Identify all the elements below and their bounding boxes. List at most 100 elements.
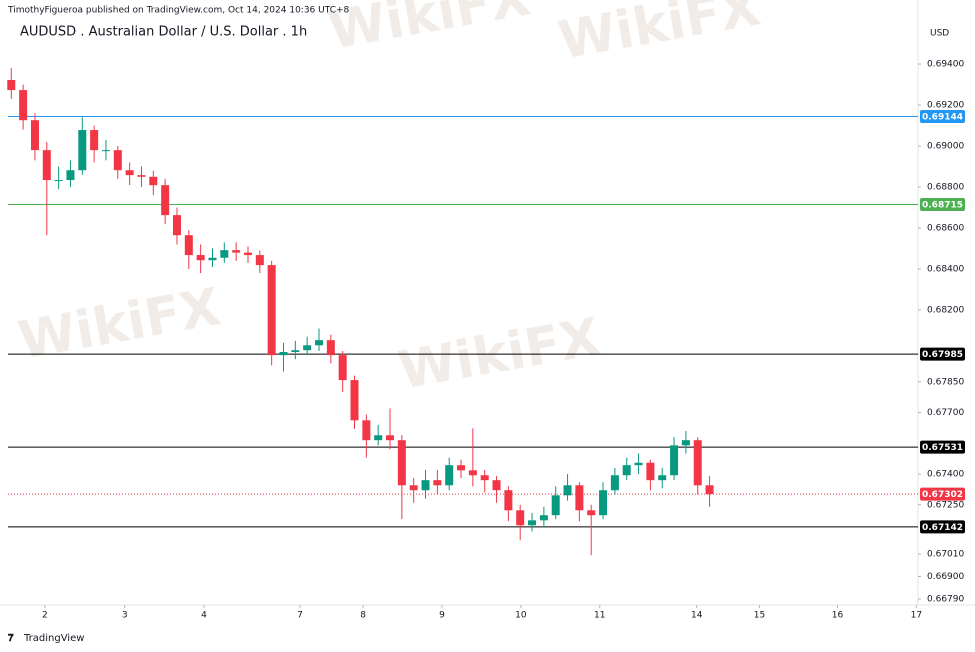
x-tick-label: 7	[297, 611, 303, 621]
candle-body	[161, 185, 170, 216]
y-tick-label: 0.67250	[927, 500, 964, 510]
candle-body	[362, 420, 371, 441]
x-tick-label: 17	[911, 611, 922, 621]
y-tick-label: 0.67700	[927, 408, 964, 418]
candle-body	[184, 235, 193, 256]
candle-body	[670, 445, 679, 476]
candle-body	[220, 250, 229, 258]
candle-body	[386, 435, 395, 441]
candle-body	[693, 440, 702, 486]
candle-body	[457, 465, 466, 471]
candle-body	[66, 170, 75, 181]
y-tick-label: 0.66900	[927, 572, 964, 582]
x-tick-label: 15	[754, 611, 765, 621]
y-tick-label: 0.68400	[927, 265, 964, 275]
candle-body	[137, 175, 146, 177]
header: TimothyFigueroa published on TradingView…	[7, 6, 350, 16]
candle-body	[575, 485, 584, 511]
candle-body	[480, 475, 489, 481]
candle-body	[255, 255, 264, 266]
candle-body	[19, 90, 28, 121]
price-tag-label: 0.68715	[922, 200, 963, 210]
y-tick-label: 0.69400	[927, 60, 964, 70]
chart-title: AUDUSD . Australian Dollar / U.S. Dollar…	[20, 25, 307, 40]
x-tick-label: 16	[832, 611, 844, 621]
candle-body	[634, 462, 643, 466]
x-tick-label: 14	[691, 611, 703, 621]
currency: USD	[930, 29, 949, 39]
candle-body	[599, 490, 608, 516]
candle-body	[374, 435, 383, 441]
x-tick-label: 9	[439, 611, 445, 621]
candle-body	[54, 180, 63, 182]
candle-body	[646, 462, 655, 481]
candle-body	[622, 465, 631, 476]
candle-body	[705, 485, 714, 495]
price-tag	[920, 197, 965, 211]
candle-body	[551, 495, 560, 516]
y-tick-label: 0.69200	[927, 101, 964, 111]
candle-body	[172, 215, 181, 236]
candle-body	[539, 515, 548, 521]
x-tick-label: 8	[360, 611, 366, 621]
x-tick-label: 11	[594, 611, 605, 621]
y-tick-label: 0.67850	[927, 377, 964, 387]
candle-body	[610, 475, 619, 491]
y-tick-label: 0.68200	[927, 306, 964, 316]
price-tag	[920, 440, 965, 454]
price-tag-label: 0.67142	[922, 523, 963, 533]
price-tag-label: 0.67531	[922, 443, 963, 453]
candle-body	[409, 485, 418, 491]
candle-body	[528, 520, 537, 526]
candle-body	[492, 480, 501, 491]
candle-body	[30, 120, 39, 151]
candle-body	[7, 80, 16, 91]
candle-body	[208, 257, 217, 261]
candle-body	[350, 380, 359, 421]
candle-body	[397, 440, 406, 486]
candle-body	[421, 480, 430, 491]
y-tick-label: 0.67400	[927, 470, 964, 480]
price-tag	[920, 347, 965, 361]
candle-body	[149, 176, 158, 186]
x-tick-label: 3	[122, 611, 128, 621]
price-tag-label: 0.69144	[922, 113, 963, 123]
candle-body	[445, 465, 454, 486]
candle-body	[315, 340, 324, 346]
candle-body	[563, 485, 572, 496]
candle-body	[291, 350, 300, 353]
candle-body	[587, 510, 596, 516]
candle-body	[516, 510, 525, 526]
candle-body	[468, 470, 477, 476]
y-tick-label: 0.67010	[927, 549, 964, 559]
candle-body	[658, 475, 667, 481]
candle-body	[326, 340, 335, 356]
price-tag-label: 0.67302	[922, 490, 963, 500]
candle-body	[433, 480, 442, 486]
y-tick-label: 0.66790	[927, 595, 964, 605]
candle-body	[42, 150, 51, 181]
price-tag	[920, 487, 965, 501]
candle-body	[303, 345, 312, 351]
y-tick-label: 0.68800	[927, 183, 964, 193]
candle-body	[101, 150, 110, 152]
candle-body	[681, 440, 690, 446]
candle-body	[90, 130, 99, 151]
candle-body	[196, 255, 205, 261]
candle-body	[279, 352, 288, 356]
price-tag-label: 0.67985	[922, 350, 963, 360]
candle-body	[504, 490, 513, 511]
candle-body	[113, 150, 122, 171]
x-tick-label: 10	[515, 611, 527, 621]
price-tag	[920, 110, 965, 124]
x-tick-label: 2	[42, 611, 48, 621]
candle-body	[232, 250, 241, 253]
x-tick-label: 4	[201, 611, 207, 621]
brand: TradingView	[23, 633, 84, 644]
candle-body	[125, 170, 134, 176]
candle-body	[243, 252, 252, 256]
candle-body	[78, 130, 87, 171]
y-tick-label: 0.69000	[927, 142, 964, 152]
